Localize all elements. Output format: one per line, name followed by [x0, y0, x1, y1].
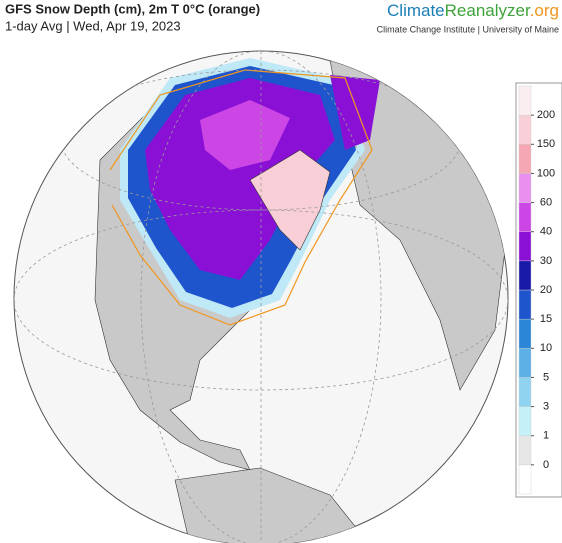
colorbar-segment [518, 144, 532, 174]
colorbar-label: 0 [543, 459, 549, 471]
colorbar: 0 1 3 5 10 15 20 30 40 60 100 150 200 [515, 82, 562, 498]
colorbar-label: 1 [543, 430, 549, 442]
colorbar-segment [518, 348, 532, 378]
land [14, 51, 508, 543]
colorbar-label: 150 [537, 138, 555, 150]
colorbar-segment [518, 173, 532, 203]
colorbar-label: 5 [543, 371, 549, 383]
colorbar-label: 20 [540, 284, 552, 296]
title: GFS Snow Depth (cm), 2m T 0°C (orange) [5, 1, 260, 16]
colorbar-segment [518, 464, 532, 495]
colorbar-label: 200 [537, 109, 555, 121]
colorbar-label: 100 [537, 167, 555, 179]
colorbar-label: 3 [543, 400, 549, 412]
colorbar-segment [518, 202, 532, 232]
colorbar-segment [518, 377, 532, 407]
colorbar-segment [518, 318, 532, 349]
colorbar-label: 15 [540, 313, 552, 325]
colorbar-segment [518, 114, 532, 145]
brand-org: .org [530, 1, 559, 20]
colorbar-label: 60 [540, 196, 552, 208]
brand-credit: Climate Change Institute | University of… [377, 24, 559, 34]
subtitle: 1-day Avg | Wed, Apr 19, 2023 [5, 18, 181, 33]
colorbar-segment [518, 85, 532, 116]
brand-climate: Climate [387, 1, 445, 20]
brand: ClimateReanalyzer.org [387, 1, 559, 20]
brand-reanalyzer: Reanalyzer [445, 1, 531, 20]
colorbar-label: 10 [540, 342, 552, 354]
colorbar-segment [518, 260, 532, 291]
colorbar-segment [518, 289, 532, 320]
colorbar-segment [518, 435, 532, 466]
colorbar-label: 40 [540, 226, 552, 238]
colorbar-segment [518, 406, 532, 436]
colorbar-label: 30 [540, 255, 552, 267]
colorbar-segment [518, 231, 532, 262]
